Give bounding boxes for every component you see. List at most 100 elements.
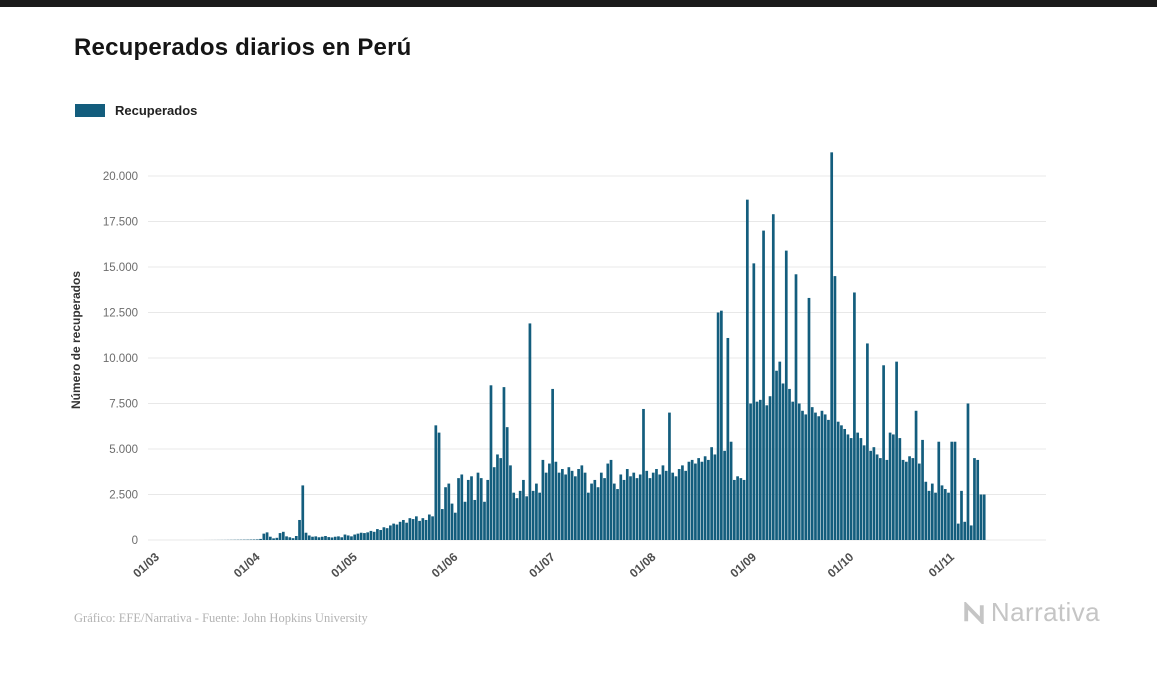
credit-text: Gráfico: EFE/Narrativa - Fuente: John Ho…: [74, 611, 368, 625]
bar: [512, 492, 516, 540]
bar: [548, 463, 551, 540]
bar: [389, 525, 392, 540]
bar: [973, 458, 976, 540]
bar: [596, 487, 600, 540]
bar: [953, 441, 957, 540]
bar: [294, 536, 298, 540]
bar: [671, 472, 675, 540]
bar: [541, 459, 545, 540]
bar: [505, 427, 509, 540]
bar: [574, 476, 577, 540]
bar: [531, 490, 535, 540]
bar: [807, 297, 811, 540]
bar: [788, 388, 791, 540]
bar: [265, 532, 269, 540]
bar: [398, 521, 402, 540]
bar: [486, 479, 490, 540]
bar: [645, 470, 649, 540]
bar: [333, 536, 337, 540]
bar: [914, 410, 918, 540]
bar: [823, 414, 827, 540]
bar: [872, 447, 876, 540]
bar: [713, 454, 717, 540]
bar: [882, 365, 885, 540]
bar: [256, 539, 259, 540]
bar: [904, 461, 908, 540]
bar: [697, 458, 700, 540]
bar: [583, 472, 587, 540]
bar: [817, 416, 821, 540]
bar: [340, 537, 344, 540]
bar: [379, 529, 382, 540]
bar: [502, 387, 506, 540]
x-tick-label: 01/10: [825, 550, 857, 581]
bar: [330, 537, 334, 540]
bar: [658, 474, 662, 540]
bar: [797, 403, 801, 540]
bar: [434, 425, 438, 540]
bar: [415, 516, 418, 540]
bar: [275, 537, 279, 540]
bar: [937, 441, 941, 540]
bar: [684, 470, 688, 540]
legend-swatch: [75, 104, 105, 117]
bar: [784, 250, 788, 540]
bar: [525, 496, 529, 540]
bar: [424, 519, 428, 540]
bar: [908, 456, 911, 540]
bar: [450, 503, 454, 540]
bar: [350, 536, 353, 540]
bar: [703, 456, 707, 540]
bar: [590, 483, 593, 540]
bar: [551, 388, 554, 540]
bar: [895, 361, 898, 540]
narrativa-logo-text: Narrativa: [990, 597, 1100, 627]
bar: [509, 465, 512, 540]
bar: [745, 199, 749, 540]
bar: [771, 214, 775, 540]
bar: [723, 450, 726, 540]
bar: [499, 458, 503, 540]
bar: [437, 432, 441, 540]
x-tick-label: 01/08: [627, 550, 659, 581]
bar: [638, 474, 642, 540]
bar: [619, 474, 623, 540]
bar: [742, 479, 746, 540]
bar: [479, 478, 483, 540]
bar: [444, 487, 447, 540]
bar: [924, 481, 928, 540]
bar: [314, 536, 318, 540]
y-tick-label: 12.500: [103, 308, 138, 320]
bar: [629, 476, 632, 540]
bar: [483, 501, 486, 540]
bar: [567, 467, 571, 540]
bar: [470, 476, 473, 540]
narrativa-logo: Narrativa: [963, 597, 1100, 628]
bar: [966, 403, 970, 540]
bar: [940, 485, 944, 540]
bar: [356, 533, 360, 540]
bar: [755, 401, 759, 540]
bar: [810, 407, 814, 540]
bar: [801, 410, 804, 540]
bar: [840, 425, 843, 540]
bar: [943, 489, 947, 540]
bar: [580, 465, 584, 540]
bar: [366, 532, 370, 540]
bar: [791, 401, 795, 540]
bar: [593, 479, 597, 540]
bar: [749, 403, 752, 540]
bar: [804, 414, 808, 540]
bar: [892, 434, 895, 540]
bar: [408, 518, 412, 540]
bar: [655, 469, 658, 540]
x-tick-label: 01/07: [526, 550, 558, 581]
bar: [317, 537, 321, 540]
x-tick-label: 01/06: [429, 550, 461, 581]
y-tick-label: 20.000: [103, 171, 138, 183]
bar: [661, 465, 665, 540]
bar: [418, 520, 421, 540]
x-tick-label: 01/09: [727, 550, 759, 581]
bar: [291, 538, 295, 540]
